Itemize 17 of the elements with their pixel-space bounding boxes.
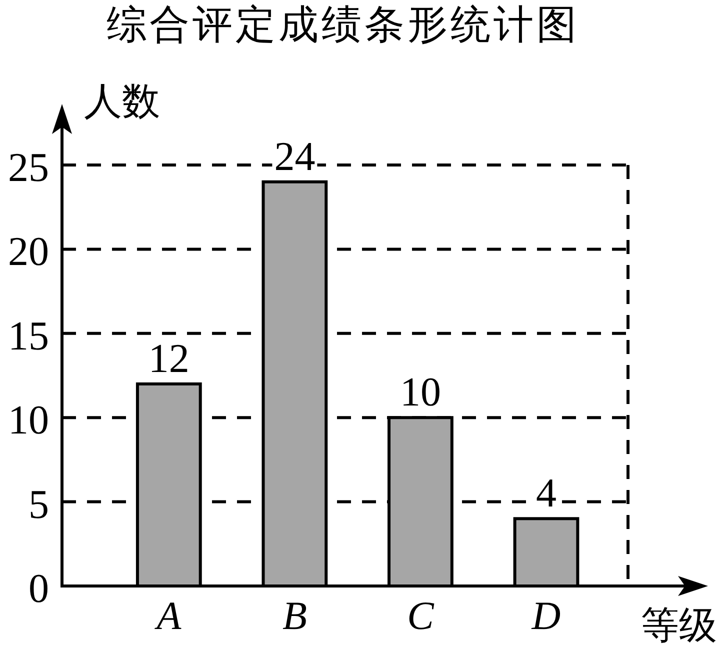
ylabel: 人数: [84, 81, 160, 123]
ytick: 20: [8, 228, 49, 274]
data-label: 12: [148, 334, 190, 381]
data-label: 24: [274, 132, 316, 179]
xtick: D: [532, 593, 561, 638]
ytick: 0: [28, 565, 49, 611]
ytick: 5: [28, 480, 49, 527]
data-label: 4: [536, 470, 556, 516]
ytick: 10: [8, 396, 49, 443]
xtick: B: [282, 593, 307, 638]
ytick: 25: [8, 144, 49, 190]
xtick: C: [407, 593, 434, 638]
ytick: 15: [8, 312, 49, 358]
xlabel: 等级: [641, 605, 717, 647]
xtick: A: [156, 593, 182, 638]
title: 综合评定成绩条形统计图: [106, 2, 580, 47]
data-label: 10: [400, 368, 441, 415]
